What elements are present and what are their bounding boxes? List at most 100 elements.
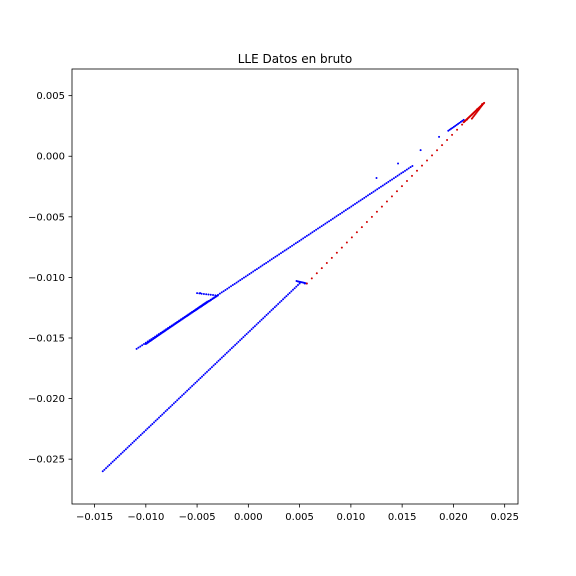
data-point: [123, 449, 126, 452]
data-point: [360, 226, 363, 229]
data-point: [204, 372, 207, 375]
data-point: [355, 201, 358, 204]
data-point: [242, 276, 245, 279]
x-tick-label: 0.015: [388, 512, 417, 523]
data-point: [202, 292, 205, 295]
data-point: [300, 238, 303, 241]
data-point: [268, 259, 271, 262]
data-point: [325, 261, 328, 264]
data-point: [451, 133, 454, 136]
data-point: [483, 101, 486, 104]
data-point: [365, 220, 368, 223]
data-point: [253, 325, 256, 328]
data-point: [329, 218, 332, 221]
data-point: [197, 378, 200, 381]
data-point: [361, 198, 364, 201]
data-point: [354, 203, 357, 205]
data-point: [108, 463, 111, 466]
data-point: [144, 429, 147, 432]
data-point: [250, 328, 253, 331]
data-point: [121, 451, 124, 454]
data-point: [182, 392, 185, 395]
data-point: [290, 290, 293, 293]
data-point: [247, 331, 250, 334]
data-point: [133, 440, 136, 443]
data-point: [455, 123, 458, 126]
data-point: [215, 361, 218, 364]
data-point: [340, 246, 343, 249]
data-point: [350, 236, 353, 239]
data-point: [392, 177, 395, 180]
data-point: [207, 369, 210, 372]
data-point: [201, 375, 204, 378]
data-point: [227, 350, 230, 353]
data-point: [146, 427, 149, 430]
data-point: [278, 253, 281, 256]
data-point: [246, 274, 249, 277]
y-tick-label: −0.015: [28, 333, 65, 344]
data-point: [220, 356, 223, 359]
data-point: [461, 123, 464, 126]
data-point: [143, 342, 145, 345]
data-point: [156, 418, 159, 421]
plot-area-frame: [71, 68, 519, 505]
data-point: [346, 207, 349, 210]
data-point: [410, 174, 413, 177]
data-point: [138, 435, 141, 438]
data-point: [110, 462, 113, 465]
data-point: [260, 318, 263, 321]
data-point: [447, 129, 450, 132]
data-point: [166, 408, 169, 411]
data-point: [258, 320, 261, 323]
data-point: [194, 381, 197, 384]
data-point: [205, 370, 208, 373]
data-point: [283, 249, 286, 252]
data-point: [366, 194, 369, 197]
data-point: [177, 397, 180, 400]
data-point: [344, 209, 347, 212]
data-point: [454, 124, 457, 127]
data-point: [191, 385, 194, 388]
data-point: [330, 256, 333, 259]
data-point: [209, 367, 212, 370]
data-point: [261, 264, 264, 267]
data-point: [389, 179, 392, 182]
data-point: [461, 119, 464, 122]
data-point: [313, 230, 316, 233]
data-point: [214, 362, 217, 365]
data-point: [230, 347, 233, 350]
data-point: [234, 344, 237, 347]
data-point: [272, 307, 275, 310]
data-point: [415, 169, 418, 172]
data-point: [457, 122, 460, 125]
data-point: [298, 282, 301, 285]
data-point: [265, 261, 268, 264]
data-point: [137, 346, 140, 349]
data-point: [279, 252, 282, 255]
data-point: [119, 452, 122, 455]
data-point: [244, 275, 247, 278]
data-point: [242, 336, 245, 339]
data-point: [134, 438, 137, 441]
data-point: [381, 184, 384, 187]
data-point: [320, 267, 323, 270]
data-point: [341, 211, 344, 214]
data-point: [225, 351, 228, 354]
data-point: [214, 294, 217, 297]
data-point: [451, 126, 454, 129]
data-point: [276, 254, 279, 257]
data-point: [116, 456, 119, 459]
x-tick-label: 0.010: [337, 512, 366, 523]
data-point: [285, 248, 288, 251]
data-point: [379, 185, 382, 188]
data-point: [267, 260, 270, 263]
data-point: [209, 293, 212, 296]
data-point: [250, 271, 253, 274]
y-tick-label: −0.005: [28, 212, 65, 223]
data-point: [339, 212, 342, 215]
chart-title: LLE Datos en bruto: [238, 52, 352, 66]
data-point: [402, 171, 405, 174]
data-point: [205, 293, 208, 296]
data-point: [458, 121, 461, 124]
